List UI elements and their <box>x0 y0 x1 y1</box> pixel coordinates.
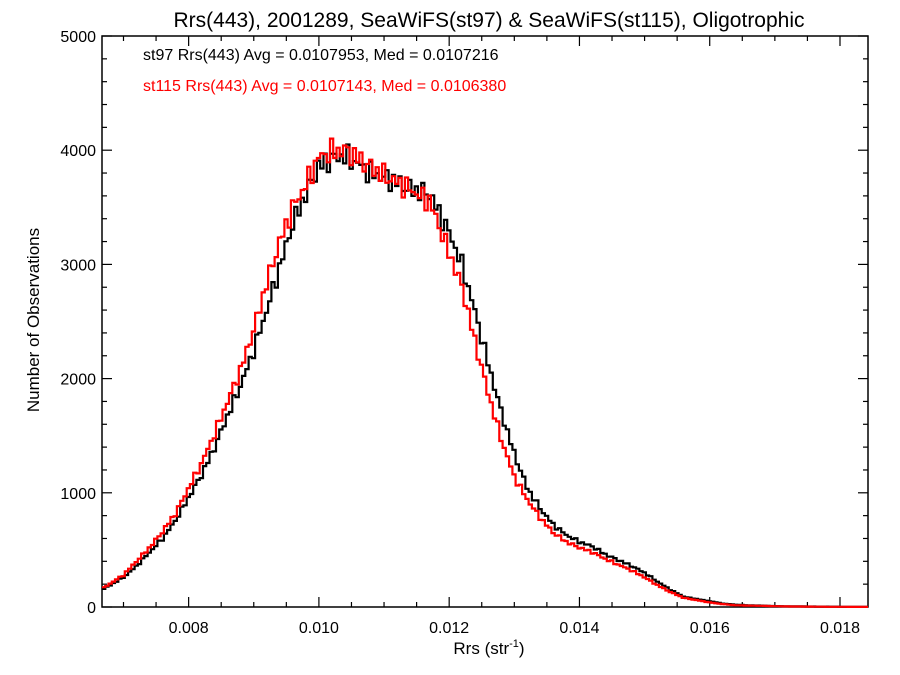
axes: 0.008 0.010 0.012 0.014 0.016 0.018 0 1000 2000… <box>60 29 869 637</box>
y-axis-label: Number of Observations <box>24 228 43 412</box>
x-tick-label: 0.016 <box>690 620 730 637</box>
legend-st115: st115 Rrs(443) Avg = 0.0107143, Med = 0.… <box>143 78 506 95</box>
y-tick-label: 2000 <box>60 372 96 389</box>
x-tick-label: 0.010 <box>299 620 339 637</box>
x-axis-label-close: ) <box>519 639 525 658</box>
x-tick-label: 0.012 <box>429 620 469 637</box>
x-axis-label-main: Rrs (str <box>453 639 509 658</box>
x-tick-label: 0.018 <box>820 620 860 637</box>
x-axis-label-superscript: -1 <box>509 638 519 650</box>
y-tick-label: 0 <box>87 600 96 617</box>
x-tick-label: 0.008 <box>169 620 209 637</box>
legend-st97: st97 Rrs(443) Avg = 0.0107953, Med = 0.0… <box>143 47 499 64</box>
x-axis-ticks: 0.008 0.010 0.012 0.014 0.016 0.018 <box>122 36 860 637</box>
series-line-st115 <box>102 137 868 608</box>
plot-frame <box>101 35 869 608</box>
y-tick-label: 4000 <box>60 143 96 160</box>
x-tick-label: 0.014 <box>559 620 599 637</box>
y-tick-label: 5000 <box>60 29 96 46</box>
y-tick-label: 1000 <box>60 486 96 503</box>
x-axis-label: Rrs (str-1) <box>453 638 524 658</box>
legend: st97 Rrs(443) Avg = 0.0107953, Med = 0.0… <box>143 47 506 95</box>
y-axis-ticks: 0 1000 2000 3000 4000 5000 <box>60 29 868 617</box>
chart-title: Rrs(443), 2001289, SeaWiFS(st97) & SeaWi… <box>173 9 804 32</box>
y-tick-label: 3000 <box>60 257 96 274</box>
series-lines <box>102 137 868 608</box>
